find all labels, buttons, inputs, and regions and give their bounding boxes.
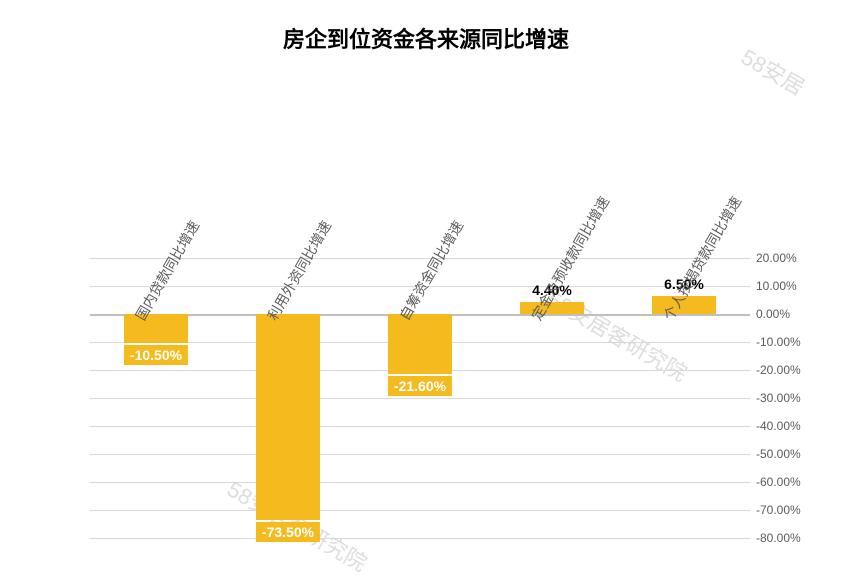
y-axis-tick-label: 0.00%	[756, 307, 820, 321]
bar	[124, 314, 187, 343]
y-axis-tick-label: -30.00%	[756, 391, 820, 405]
gridline	[90, 538, 750, 539]
gridline	[90, 454, 750, 455]
gridline	[90, 398, 750, 399]
gridline	[90, 510, 750, 511]
y-axis-tick-label: -50.00%	[756, 447, 820, 461]
bar-data-label: -21.60%	[388, 376, 452, 396]
bar-data-label: -10.50%	[124, 345, 188, 365]
y-axis-tick-label: 10.00%	[756, 279, 820, 293]
bar-data-label: -73.50%	[256, 522, 320, 542]
y-axis-tick-label: -20.00%	[756, 363, 820, 377]
y-axis-tick-label: -70.00%	[756, 503, 820, 517]
bar	[388, 314, 451, 374]
category-labels: 国内贷款同比增速利用外资同比增速自筹资金同比增速定金及预收款同比增速个人按揭贷款…	[90, 258, 750, 259]
y-axis-tick-label: -80.00%	[756, 531, 820, 545]
y-axis-tick-label: 20.00%	[756, 251, 820, 265]
y-axis-tick-label: -10.00%	[756, 335, 820, 349]
chart-container: 房企到位资金各来源同比增速 58安居 58安居客研究院 58安居客研究院 -80…	[0, 0, 852, 583]
chart-title: 房企到位资金各来源同比增速	[0, 22, 852, 54]
gridline	[90, 482, 750, 483]
gridline	[90, 426, 750, 427]
y-axis-tick-label: -40.00%	[756, 419, 820, 433]
y-axis-tick-label: -60.00%	[756, 475, 820, 489]
bar	[256, 314, 319, 520]
